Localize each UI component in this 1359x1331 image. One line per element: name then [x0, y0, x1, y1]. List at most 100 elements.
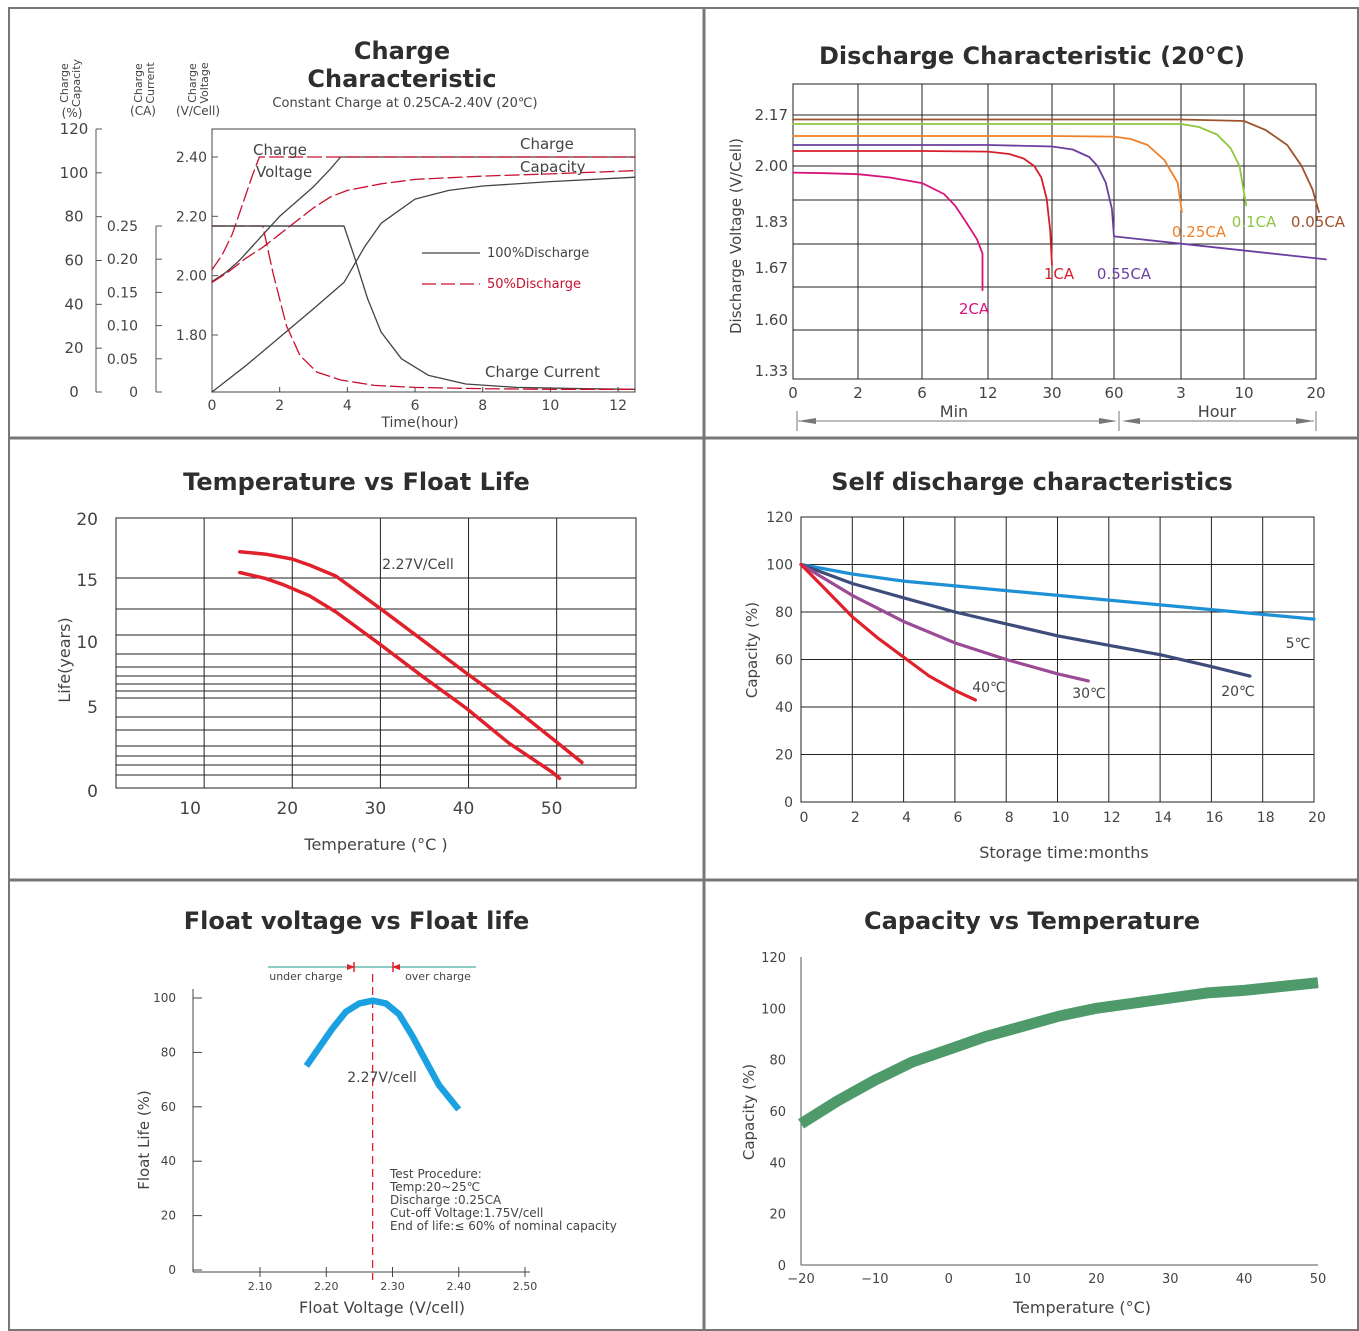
float-voltage-x-tick-label: 2.50 [513, 1280, 538, 1293]
self-discharge-series-20 [799, 562, 1252, 678]
discharge-min-arrowhead-right [1099, 418, 1117, 424]
temp-life-x-tick-label: 40 [453, 799, 475, 819]
charge-voltage-label-1: Charge [253, 141, 307, 159]
discharge-series-0-55ca [792, 144, 1327, 261]
charge-x-tick-label: 12 [609, 398, 627, 414]
self-discharge-x-tick-label: 12 [1103, 810, 1121, 826]
self-discharge-x-tick-label: 14 [1154, 810, 1172, 826]
self-discharge-series-label-5: 5℃ [1286, 636, 1311, 652]
discharge-y-tick-label: 1.33 [755, 362, 788, 380]
outer-border [8, 7, 1359, 1331]
float-voltage-y-tick-label: 100 [153, 991, 176, 1005]
charge-current-unit: (CA) [130, 104, 156, 118]
charge-voltage-unit: (V/Cell) [176, 104, 220, 118]
cap-temp-x-axis-title: Temperature (°C) [1012, 1298, 1151, 1317]
self-discharge-chart: 0 20 40 60 80 100 120 0 2 4 6 8 10 12 14 16 18 20 Capacity… [743, 510, 1326, 862]
charge-series-100-discharge-charge-current [211, 225, 636, 390]
charge-capacity-tick-label: 0 [69, 383, 79, 401]
float-voltage-procedure-line-3: Discharge :0.25CA [390, 1193, 502, 1207]
float-voltage-y-tick-label: 0 [168, 1263, 176, 1277]
temp-life-chart: 0 5 10 15 20 10 20 30 40 50 Life(years) Temperature… [55, 510, 637, 854]
charge-x-tick-label: 2 [275, 398, 284, 414]
temp-life-y-tick-label: 10 [76, 633, 98, 653]
self-discharge-x-axis-title: Storage time:months [979, 843, 1149, 862]
charge-voltage-axis-title-2: Voltage [198, 62, 211, 103]
self-discharge-series-5 [799, 562, 1316, 621]
self-discharge-series-label-30: 30℃ [1072, 686, 1106, 702]
float-voltage-x-tick-label: 2.20 [314, 1280, 339, 1293]
charge-x-tick-label: 4 [343, 398, 352, 414]
discharge-series-0-1ca [792, 123, 1248, 207]
cap-temp-y-tick-label: 80 [769, 1054, 786, 1069]
panel-charge: Charge Characteristic Constant Charge at… [10, 9, 703, 437]
self-discharge-x-tick-label: 18 [1257, 810, 1275, 826]
discharge-series-0-25ca [792, 135, 1183, 214]
discharge-x-tick-label: 30 [1042, 384, 1061, 402]
charge-legend-100: 100%Discharge [487, 246, 589, 261]
charge-capacity-tick-label: 80 [64, 208, 83, 226]
charge-voltage-tick-label: 2.20 [176, 209, 207, 225]
float-voltage-x-tick-label: 2.10 [248, 1280, 273, 1293]
self-discharge-y-tick-label: 100 [766, 558, 793, 574]
float-voltage-arrow-left [392, 964, 400, 970]
self-discharge-y-tick-label: 60 [775, 653, 793, 669]
discharge-x-tick-label: 3 [1176, 384, 1186, 402]
charge-legend-50: 50%Discharge [487, 277, 581, 292]
float-voltage-arrow-right [347, 964, 355, 970]
cap-temp-series [798, 977, 1319, 1129]
discharge-series-label-2ca: 2CA [959, 300, 990, 318]
temp-life-x-tick-label: 10 [179, 799, 201, 819]
float-voltage-procedure-line-2: Temp:20~25℃ [389, 1180, 480, 1194]
discharge-y-tick-label: 1.60 [755, 311, 788, 329]
temp-life-series-1 [238, 549, 584, 765]
charge-capacity-axis-title-1: Charge [58, 63, 71, 103]
float-voltage-procedure-line-1: Test Procedure: [389, 1167, 482, 1181]
cap-temp-y-tick-label: 60 [769, 1105, 786, 1120]
charge-x-tick-label: 10 [541, 398, 559, 414]
charge-current-tick-label: 0 [129, 385, 138, 401]
float-voltage-over-charge: over charge [405, 970, 471, 983]
charge-voltage-axis-title-1: Charge [186, 63, 199, 103]
cap-temp-x-tick-label: −20 [787, 1272, 814, 1287]
charge-series-50-discharge-charge-voltage [211, 156, 636, 271]
temp-life-y-axis-title: Life(years) [55, 617, 74, 702]
cap-temp-x-tick-label: 0 [945, 1272, 953, 1287]
charge-plot-frame [211, 128, 636, 393]
temp-life-annotation: 2.27V/Cell [382, 557, 454, 573]
self-discharge-series-label-20: 20℃ [1221, 684, 1255, 700]
cap-temp-title: Capacity vs Temperature [863, 907, 1201, 935]
charge-capacity-tick-label: 60 [64, 252, 83, 270]
panel-temp-life: Temperature vs Float Life 0 5 10 15 20 10 20 30… [10, 440, 703, 879]
float-voltage-title: Float voltage vs Float life [183, 907, 530, 935]
float-voltage-procedure-line-4: Cut-off Voltage:1.75V/cell [390, 1206, 543, 1220]
charge-capacity-unit: (%) [62, 106, 83, 120]
self-discharge-x-tick-label: 10 [1052, 810, 1070, 826]
cap-temp-y-axis-title: Capacity (%) [740, 1064, 758, 1160]
self-discharge-y-tick-label: 40 [775, 700, 793, 716]
charge-chart: Constant Charge at 0.25CA-2.40V (20℃) Cha… [58, 58, 636, 431]
discharge-series-label-0-25ca: 0.25CA [1172, 223, 1227, 241]
cap-temp-x-tick-label: 50 [1310, 1272, 1327, 1287]
discharge-y-axis-title: Discharge Voltage (V/Cell) [727, 138, 745, 334]
panel-discharge: Discharge Characteristic (20°C) 1.33 1.60… [706, 9, 1358, 437]
charge-capacity-tick-label: 120 [60, 120, 89, 138]
charge-current-tick-label: 0.20 [107, 252, 138, 268]
float-voltage-chart: 0 20 40 60 80 100 2.10 2.20 2.30 2.40 2.50 Float Li… [135, 962, 617, 1317]
cap-temp-x-tick-label: 30 [1162, 1272, 1179, 1287]
self-discharge-x-tick-label: 6 [953, 810, 962, 826]
panel-float-voltage: Float voltage vs Float life 0 20 40 60 80 100… [10, 882, 703, 1330]
discharge-plot-frame [792, 83, 1317, 380]
charge-x-tick-label: 8 [478, 398, 487, 414]
charge-title: Charge Characteristic [307, 37, 497, 93]
charge-voltage-tick-label: 2.00 [176, 269, 207, 285]
float-voltage-peak-label: 2.27V/cell [347, 1070, 417, 1086]
discharge-min-arrowhead-left [798, 418, 816, 424]
discharge-x-tick-label: 12 [978, 384, 997, 402]
self-discharge-y-tick-label: 80 [775, 605, 793, 621]
self-discharge-x-tick-label: 20 [1308, 810, 1326, 826]
float-voltage-y-axis-title: Float Life (%) [135, 1090, 153, 1190]
self-discharge-x-tick-label: 8 [1005, 810, 1014, 826]
charge-series-50-discharge-charge-current [211, 225, 636, 390]
discharge-series-label-0-55ca: 0.55CA [1097, 265, 1152, 283]
discharge-series-label-1ca: 1CA [1044, 265, 1075, 283]
